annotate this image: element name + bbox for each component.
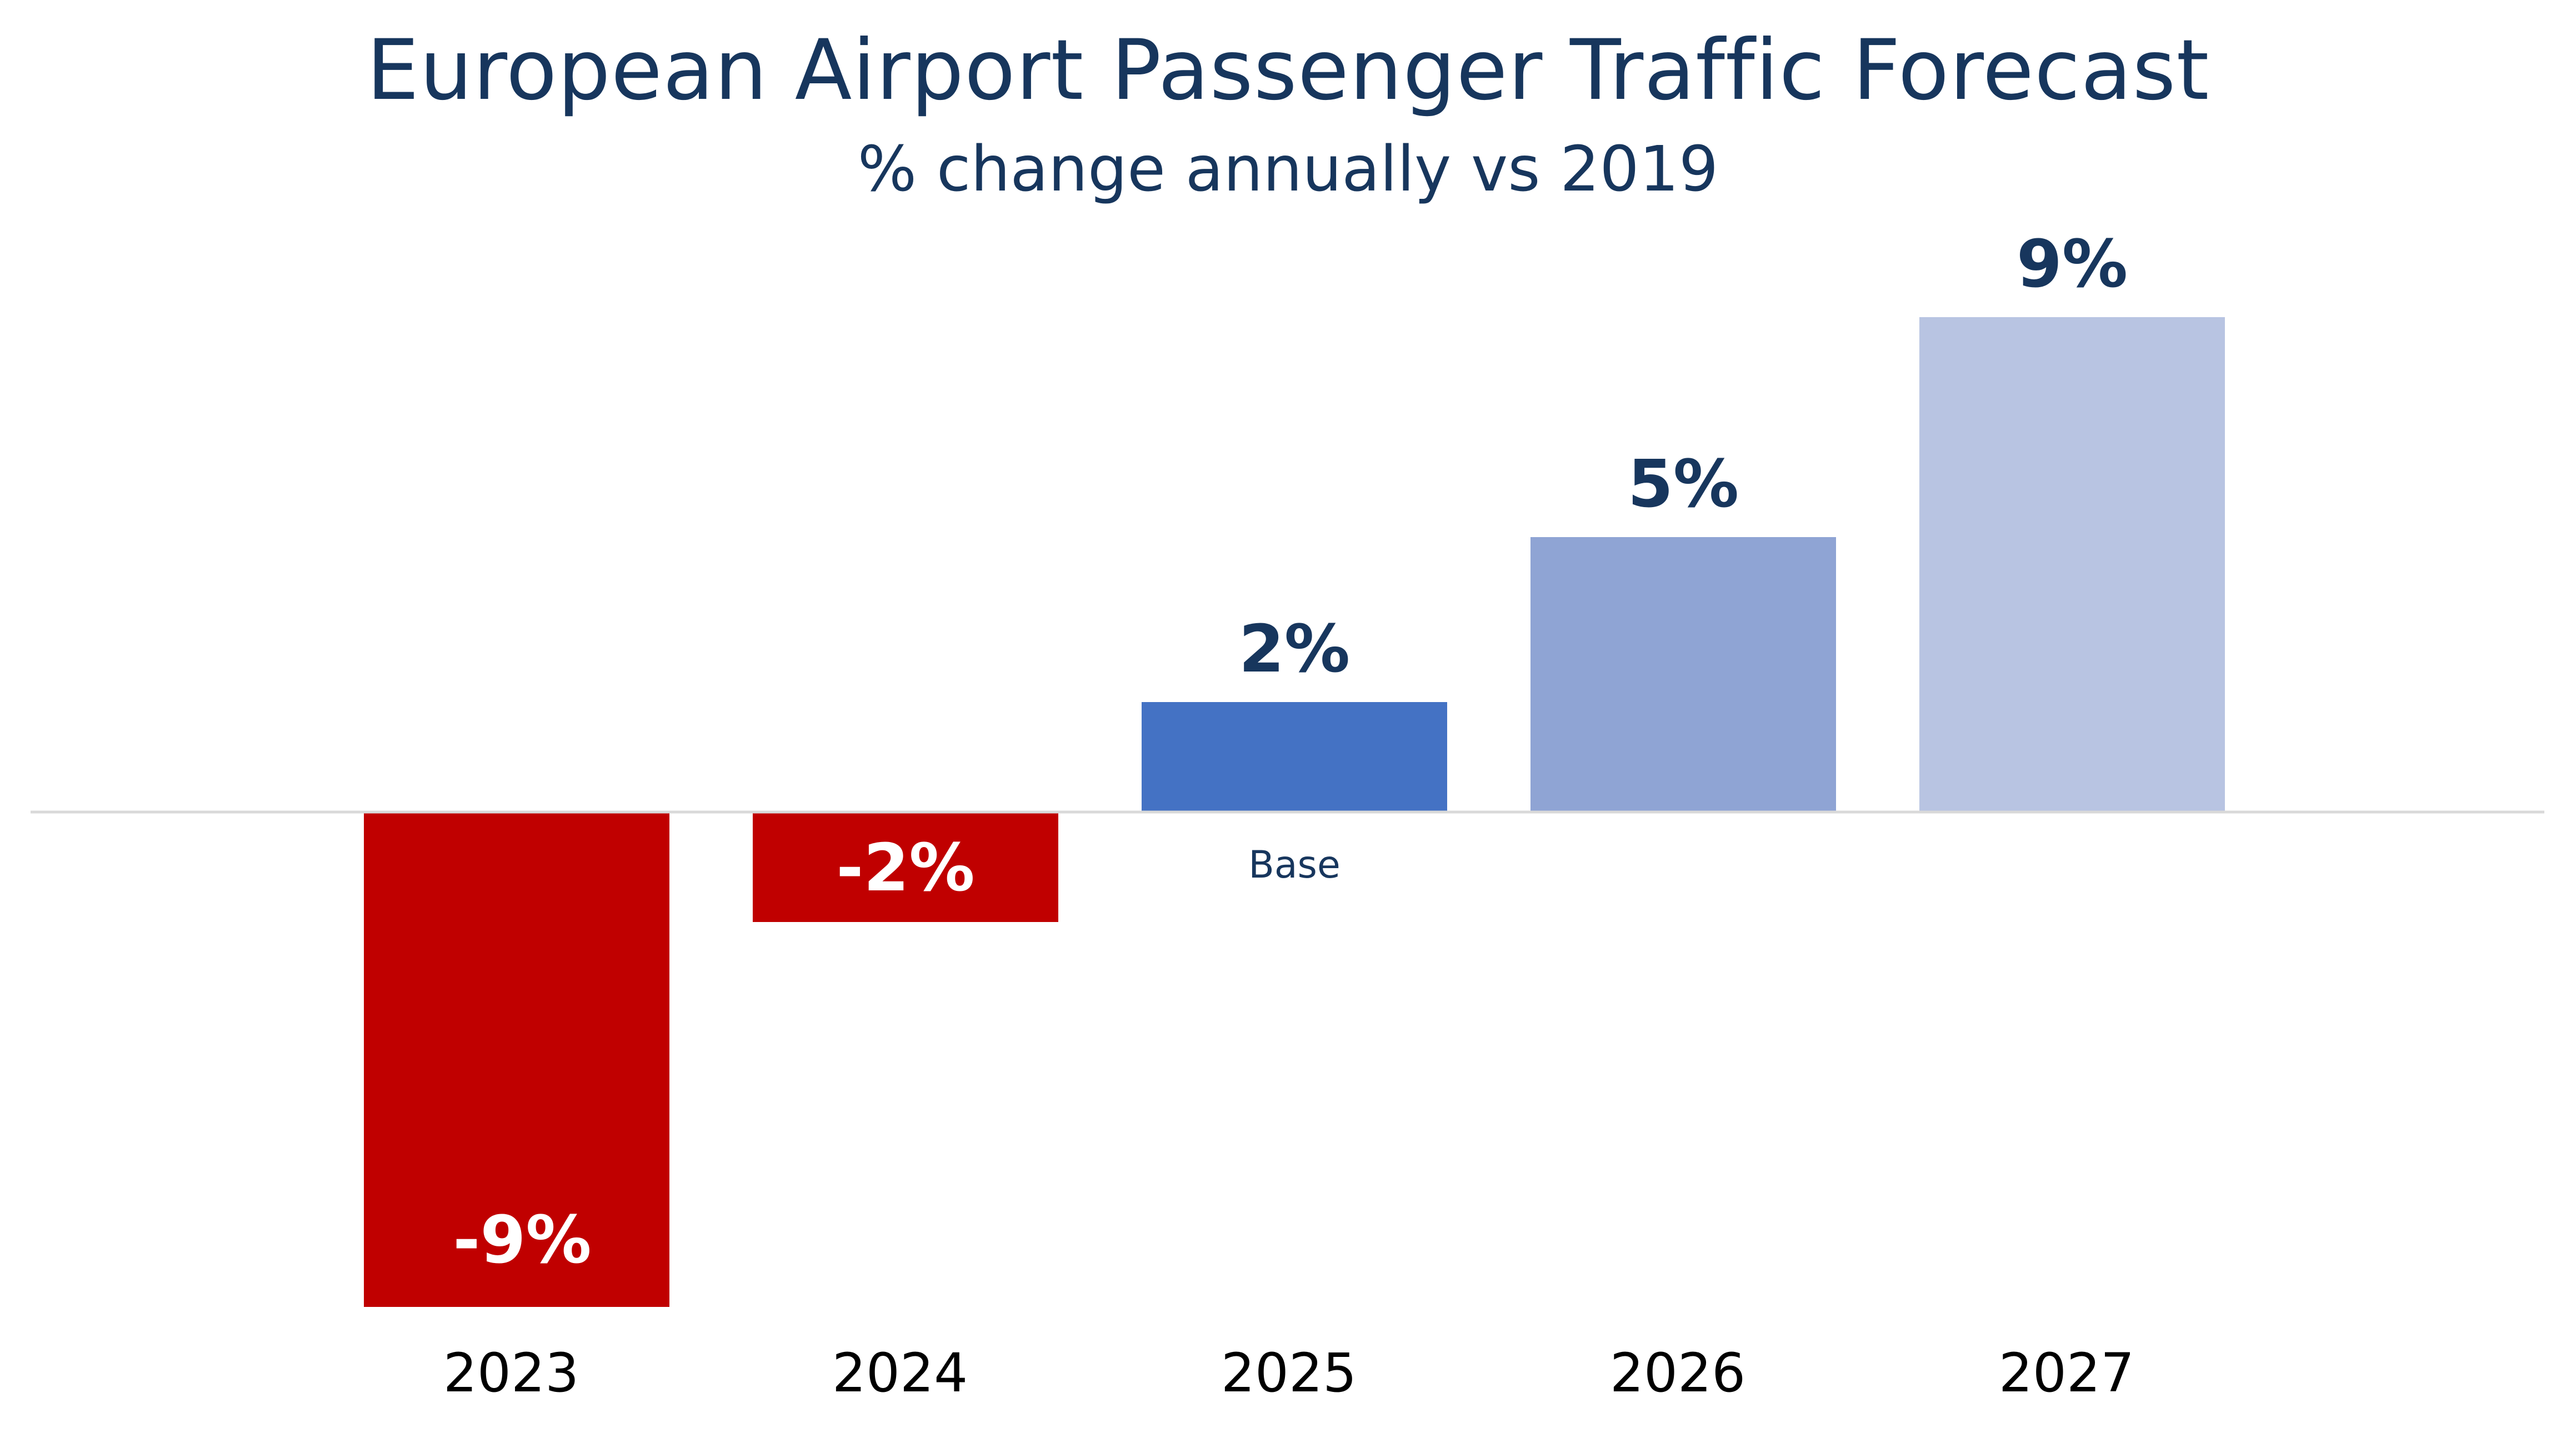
data-label-2024: -2% — [836, 829, 974, 906]
bar-2024 — [753, 812, 1058, 922]
x-tick-label-2027: 2027 — [1999, 1342, 2134, 1404]
data-label-2027: 9% — [2017, 226, 2128, 302]
chart-title: European Airport Passenger Traffic Forec… — [366, 22, 2210, 119]
bar-2025 — [1142, 702, 1447, 812]
x-tick-label-2026: 2026 — [1610, 1342, 1745, 1404]
data-label-2026: 5% — [1628, 445, 1739, 522]
x-tick-label-2025: 2025 — [1221, 1342, 1357, 1404]
data-label-2025: 2% — [1239, 610, 1350, 687]
bar-2026 — [1530, 537, 1836, 812]
bar-2023 — [364, 812, 669, 1307]
annotation-base: Base — [1248, 843, 1340, 887]
data-label-2023: -9% — [453, 1201, 591, 1278]
x-tick-label-2023: 2023 — [443, 1342, 579, 1404]
bar-2027 — [1919, 317, 2225, 812]
chart-subtitle: % change annually vs 2019 — [857, 133, 1719, 206]
x-tick-label-2024: 2024 — [832, 1342, 968, 1404]
